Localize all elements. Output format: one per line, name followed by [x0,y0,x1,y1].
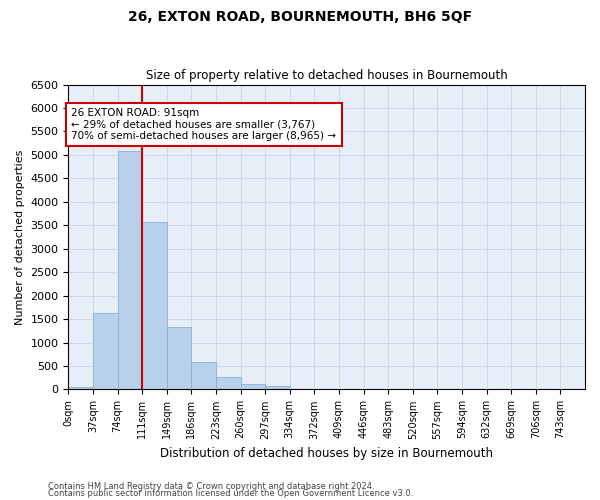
Bar [265,386,290,390]
Text: Contains public sector information licensed under the Open Government Licence v3: Contains public sector information licen… [48,490,413,498]
Bar [216,377,241,390]
Text: Contains HM Land Registry data © Crown copyright and database right 2024.: Contains HM Land Registry data © Crown c… [48,482,374,491]
X-axis label: Distribution of detached houses by size in Bournemouth: Distribution of detached houses by size … [160,447,493,460]
Text: 26 EXTON ROAD: 91sqm
← 29% of detached houses are smaller (3,767)
70% of semi-de: 26 EXTON ROAD: 91sqm ← 29% of detached h… [71,108,337,141]
Bar [118,151,142,390]
Title: Size of property relative to detached houses in Bournemouth: Size of property relative to detached ho… [146,69,508,82]
Bar [167,327,191,390]
Bar [68,387,93,390]
Bar [142,222,167,390]
Y-axis label: Number of detached properties: Number of detached properties [15,150,25,324]
Bar [93,314,118,390]
Bar [191,362,216,390]
Text: 26, EXTON ROAD, BOURNEMOUTH, BH6 5QF: 26, EXTON ROAD, BOURNEMOUTH, BH6 5QF [128,10,472,24]
Bar [241,384,265,390]
